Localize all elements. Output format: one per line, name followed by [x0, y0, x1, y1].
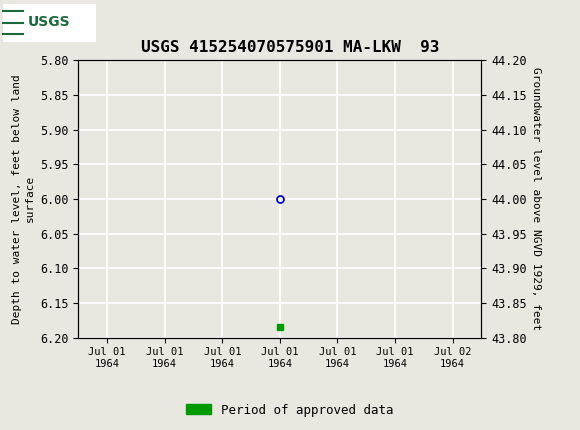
Y-axis label: Groundwater level above NGVD 1929, feet: Groundwater level above NGVD 1929, feet: [531, 67, 541, 331]
Text: USGS 415254070575901 MA-LKW  93: USGS 415254070575901 MA-LKW 93: [141, 40, 439, 55]
Bar: [3, 3, 96, 42]
Legend: Period of approved data: Period of approved data: [181, 399, 399, 421]
Y-axis label: Depth to water level, feet below land
surface: Depth to water level, feet below land su…: [12, 74, 35, 324]
Text: USGS: USGS: [28, 15, 71, 29]
